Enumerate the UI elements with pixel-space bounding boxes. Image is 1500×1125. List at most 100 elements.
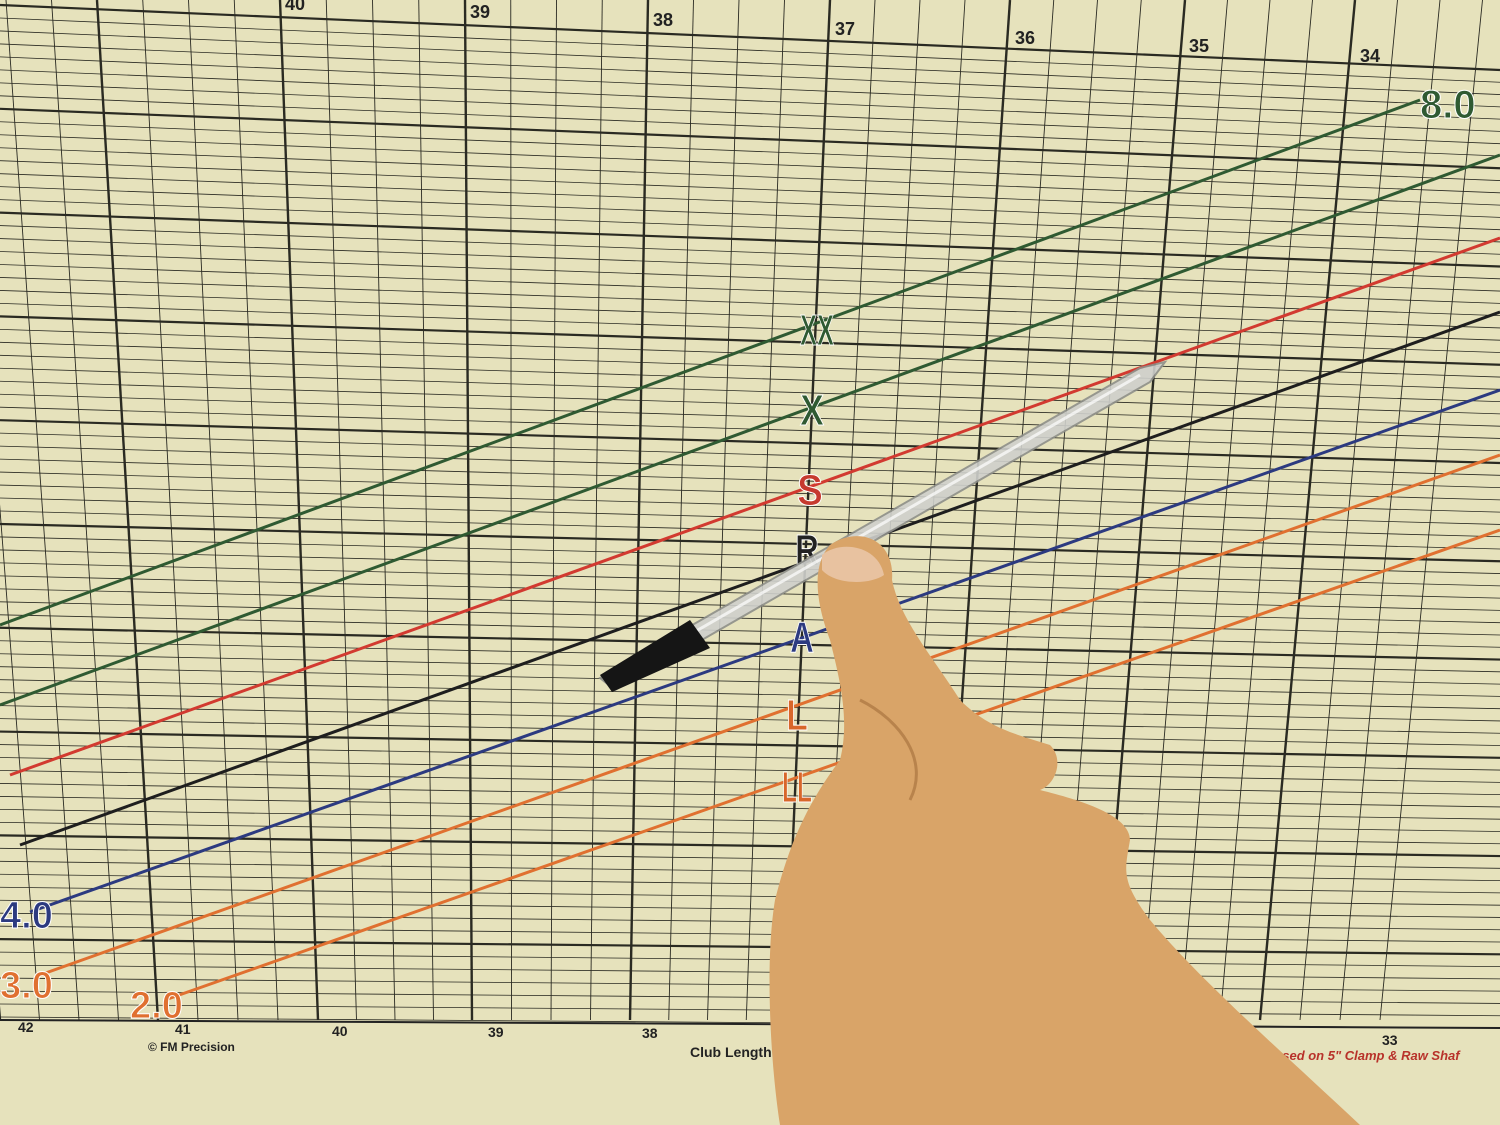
minor-gridline bbox=[0, 744, 1500, 771]
top-tick: 34 bbox=[1360, 46, 1380, 66]
minor-gridline bbox=[0, 705, 1500, 734]
top-tick: 38 bbox=[653, 10, 673, 30]
flex-letter-a: A bbox=[790, 613, 814, 662]
major-gridline bbox=[0, 938, 1500, 956]
thumbnail bbox=[822, 546, 884, 582]
top-tick: 36 bbox=[1015, 28, 1035, 48]
minor-gridline bbox=[0, 186, 1500, 243]
minor-gridline bbox=[707, 0, 740, 1021]
hand bbox=[769, 536, 1360, 1125]
minor-gridline bbox=[1339, 0, 1441, 1021]
minor-gridline bbox=[745, 0, 785, 1021]
minor-gridline bbox=[0, 56, 1500, 120]
minor-gridline bbox=[0, 251, 1500, 304]
flex-line bbox=[0, 98, 1421, 627]
pen-cap bbox=[600, 620, 710, 692]
minor-gridline bbox=[0, 770, 1500, 796]
minor-gridline bbox=[0, 601, 1500, 636]
minor-gridline bbox=[0, 614, 1500, 648]
major-gridline bbox=[0, 419, 1500, 465]
major-gridline bbox=[0, 107, 1500, 170]
major-gridline bbox=[95, 0, 160, 1021]
minor-gridline bbox=[0, 847, 1500, 869]
minor-gridline bbox=[0, 380, 1500, 427]
minor-gridline bbox=[0, 886, 1500, 906]
minor-gridline bbox=[0, 912, 1500, 931]
minor-gridline bbox=[0, 809, 1500, 832]
minor-gridline bbox=[0, 43, 1500, 108]
minor-gridline bbox=[325, 0, 357, 1021]
minor-gridline bbox=[0, 341, 1500, 390]
minor-gridline bbox=[0, 277, 1500, 329]
major-gridline bbox=[1258, 0, 1357, 1021]
pen bbox=[598, 360, 1168, 692]
minor-gridline bbox=[0, 82, 1500, 145]
minor-gridline bbox=[668, 0, 694, 1021]
bottom-tick: 38 bbox=[642, 1025, 658, 1041]
minor-gridline bbox=[0, 393, 1500, 439]
minor-gridline bbox=[0, 17, 1500, 83]
minor-gridline bbox=[188, 0, 239, 1021]
minor-gridline bbox=[0, 445, 1500, 488]
top-tick: 37 bbox=[835, 19, 855, 39]
minor-gridline bbox=[233, 0, 279, 1021]
minor-gridline bbox=[0, 964, 1500, 980]
flex-letter-s: S bbox=[797, 466, 823, 515]
minor-gridline bbox=[1179, 0, 1271, 1021]
minor-gridline bbox=[0, 821, 1500, 845]
minor-gridline bbox=[0, 458, 1500, 501]
line-label-4: 4.0 bbox=[0, 895, 53, 937]
minor-gridline bbox=[0, 977, 1500, 992]
line-label-3: 3.0 bbox=[0, 965, 53, 1007]
minor-gridline bbox=[0, 692, 1500, 722]
minor-gridline bbox=[0, 328, 1500, 378]
flex-letter-l: L bbox=[786, 691, 808, 740]
bottom-tick: 41 bbox=[175, 1021, 191, 1037]
minor-gridline bbox=[0, 432, 1500, 476]
minor-gridline bbox=[142, 0, 199, 1021]
top-axis-labels: 40 39 38 37 36 35 34 bbox=[285, 0, 1380, 66]
major-gridline bbox=[0, 522, 1500, 563]
flex-line bbox=[39, 453, 1500, 977]
top-tick: 39 bbox=[470, 2, 490, 22]
flex-line bbox=[164, 528, 1500, 1002]
minor-gridline bbox=[0, 471, 1500, 513]
major-gridline bbox=[0, 315, 1500, 366]
flex-letter-ll: LL bbox=[782, 763, 812, 812]
flex-line bbox=[9, 236, 1500, 777]
minor-gridline bbox=[1219, 0, 1313, 1021]
line-labels: 8.0 4.0 3.0 2.0 bbox=[0, 83, 1476, 1028]
top-tick: 35 bbox=[1189, 36, 1209, 56]
flex-letters: XX X S R A L LL bbox=[782, 306, 835, 813]
major-gridline bbox=[0, 211, 1500, 268]
minor-gridline bbox=[0, 549, 1500, 587]
flex-line bbox=[19, 310, 1500, 847]
flex-line bbox=[29, 388, 1500, 914]
minor-gridline bbox=[550, 0, 557, 1021]
bottom-tick: 42 bbox=[18, 1019, 34, 1035]
minor-gridline bbox=[0, 990, 1500, 1004]
major-gridline bbox=[0, 730, 1500, 759]
bottom-tick: 40 bbox=[332, 1023, 348, 1039]
minor-gridline bbox=[0, 367, 1500, 415]
minor-gridline bbox=[0, 873, 1500, 894]
major-gridline bbox=[0, 626, 1500, 661]
major-gridline bbox=[628, 0, 650, 1021]
minor-gridline bbox=[0, 497, 1500, 538]
minor-gridline bbox=[0, 354, 1500, 403]
minor-gridline bbox=[5, 0, 80, 1021]
minor-gridline bbox=[590, 0, 603, 1021]
grid bbox=[0, 0, 1500, 1029]
minor-gridline bbox=[510, 0, 512, 1021]
minor-gridline bbox=[0, 134, 1500, 194]
minor-gridline bbox=[418, 0, 434, 1021]
top-tick: 40 bbox=[285, 0, 305, 14]
copyright: © FM Precision bbox=[148, 1040, 235, 1054]
major-gridline bbox=[278, 0, 320, 1021]
minor-gridline bbox=[0, 30, 1500, 95]
line-label-2: 2.0 bbox=[130, 985, 183, 1027]
minor-gridline bbox=[0, 173, 1500, 231]
minor-gridline bbox=[372, 0, 396, 1021]
bottom-tick: 39 bbox=[488, 1024, 504, 1040]
